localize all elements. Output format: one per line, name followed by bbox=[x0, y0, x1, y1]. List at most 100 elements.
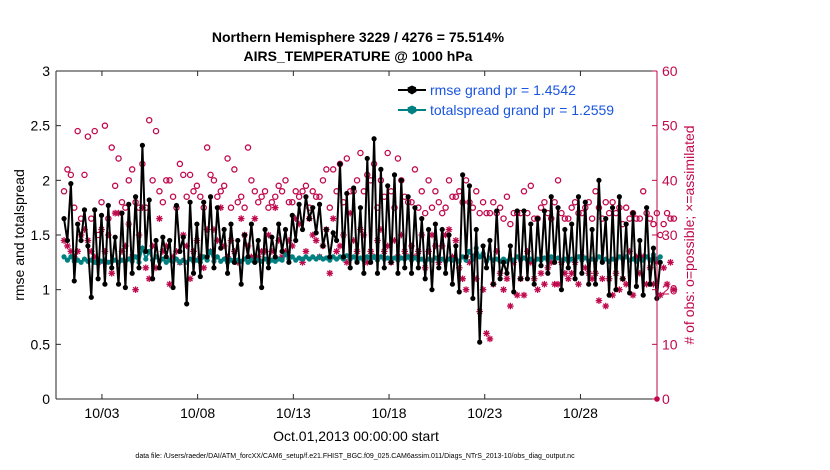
possible-obs-marker bbox=[622, 204, 630, 211]
rmse-marker bbox=[575, 194, 582, 200]
possible-obs-marker bbox=[496, 204, 504, 211]
y2-tick-label: 30 bbox=[662, 227, 678, 243]
assimilated-obs-marker bbox=[595, 297, 603, 304]
rmse-marker bbox=[361, 270, 367, 276]
assimilated-obs-marker bbox=[541, 280, 548, 288]
x-tick-label: 10/28 bbox=[563, 405, 598, 421]
asterisk-stroke bbox=[514, 292, 521, 298]
rmse-marker bbox=[255, 237, 261, 244]
totalspread-marker bbox=[351, 254, 357, 260]
rmse-marker bbox=[497, 276, 503, 282]
rmse-marker bbox=[626, 290, 633, 296]
possible-obs-marker bbox=[588, 215, 596, 222]
possible-obs-marker bbox=[561, 215, 569, 222]
rmse-marker bbox=[603, 216, 609, 222]
rmse-marker bbox=[436, 265, 442, 271]
asterisk-stroke bbox=[238, 215, 245, 222]
possible-obs-marker bbox=[486, 209, 494, 217]
possible-obs-marker bbox=[663, 209, 671, 217]
rmse-marker bbox=[289, 212, 295, 218]
rmse-marker bbox=[572, 276, 578, 282]
rmse-marker bbox=[173, 202, 180, 209]
asterisk-stroke bbox=[429, 232, 435, 238]
possible-obs-marker bbox=[452, 193, 460, 200]
assimilated-obs-marker bbox=[575, 280, 582, 288]
rmse-marker bbox=[453, 243, 459, 249]
possible-obs-marker bbox=[442, 204, 449, 211]
y2-tick-label: 20 bbox=[662, 282, 678, 298]
rmse-marker bbox=[143, 248, 149, 254]
rmse-marker bbox=[449, 281, 456, 287]
y-tick-label: 3 bbox=[42, 63, 50, 79]
rmse-marker bbox=[299, 226, 306, 233]
possible-obs-marker bbox=[84, 133, 92, 140]
possible-obs-marker bbox=[207, 171, 214, 179]
totalspread-marker bbox=[657, 254, 663, 260]
asterisk-stroke bbox=[596, 297, 602, 304]
rmse-marker bbox=[190, 270, 197, 276]
legend-spread-marker bbox=[407, 105, 417, 115]
asterisk-stroke bbox=[483, 330, 490, 337]
rmse-marker bbox=[500, 259, 507, 265]
possible-obs-marker bbox=[224, 155, 231, 162]
rmse-marker bbox=[429, 287, 435, 293]
possible-obs-marker bbox=[159, 198, 167, 206]
rmse-marker bbox=[115, 281, 122, 287]
rmse-marker bbox=[630, 210, 636, 216]
asterisk-stroke bbox=[64, 243, 71, 249]
asterisk-stroke bbox=[463, 286, 469, 293]
rmse-marker bbox=[644, 205, 650, 211]
possible-obs-marker bbox=[67, 171, 75, 179]
possible-obs-marker bbox=[125, 177, 133, 184]
rmse-marker bbox=[214, 205, 220, 211]
possible-obs-marker bbox=[145, 116, 153, 124]
asterisk-stroke bbox=[487, 336, 493, 342]
rmse-marker bbox=[303, 194, 309, 200]
possible-obs-marker bbox=[289, 198, 296, 206]
rmse-marker bbox=[78, 237, 84, 244]
rmse-marker bbox=[180, 234, 186, 240]
asterisk-stroke bbox=[565, 275, 572, 282]
assimilated-obs-marker bbox=[445, 226, 453, 233]
possible-obs-marker bbox=[473, 188, 480, 195]
assimilated-obs-marker bbox=[534, 286, 541, 293]
rmse-marker bbox=[153, 237, 159, 244]
rmse-marker bbox=[439, 226, 445, 233]
possible-obs-marker bbox=[234, 198, 242, 206]
rmse-marker bbox=[316, 201, 323, 207]
rmse-marker bbox=[609, 205, 616, 211]
rmse-marker bbox=[337, 161, 343, 167]
x-tick-label: 10/08 bbox=[180, 405, 215, 421]
asterisk-stroke bbox=[582, 264, 589, 271]
possible-obs-marker bbox=[435, 198, 443, 206]
possible-obs-marker bbox=[149, 177, 156, 184]
rmse-marker bbox=[61, 216, 67, 222]
y-tick-label: 2 bbox=[42, 172, 50, 188]
rmse-marker bbox=[320, 243, 326, 249]
possible-obs-marker bbox=[118, 198, 126, 206]
assimilated-obs-marker bbox=[554, 280, 562, 288]
y-tick-label: 1.5 bbox=[31, 227, 51, 243]
x-tick-label: 10/03 bbox=[84, 405, 119, 421]
rmse-marker bbox=[398, 177, 404, 183]
assimilated-obs-marker bbox=[132, 286, 139, 293]
possible-obs-marker bbox=[411, 166, 419, 173]
possible-obs-marker bbox=[81, 171, 88, 179]
possible-obs-marker bbox=[241, 204, 248, 211]
possible-obs-marker bbox=[507, 220, 514, 228]
possible-obs-marker bbox=[568, 204, 575, 211]
rmse-marker bbox=[517, 276, 524, 282]
rmse-marker bbox=[368, 259, 374, 265]
rmse-marker bbox=[415, 265, 421, 271]
rmse-marker bbox=[623, 221, 629, 227]
rmse-marker bbox=[620, 276, 626, 282]
rmse-marker bbox=[545, 270, 551, 276]
possible-obs-marker bbox=[190, 188, 197, 195]
rmse-marker bbox=[207, 194, 214, 200]
rmse-marker bbox=[344, 190, 350, 197]
rmse-marker bbox=[323, 226, 329, 233]
asterisk-stroke bbox=[538, 270, 544, 277]
rmse-marker bbox=[265, 265, 272, 271]
totalspread-marker bbox=[371, 254, 377, 260]
possible-obs-marker bbox=[343, 155, 351, 162]
